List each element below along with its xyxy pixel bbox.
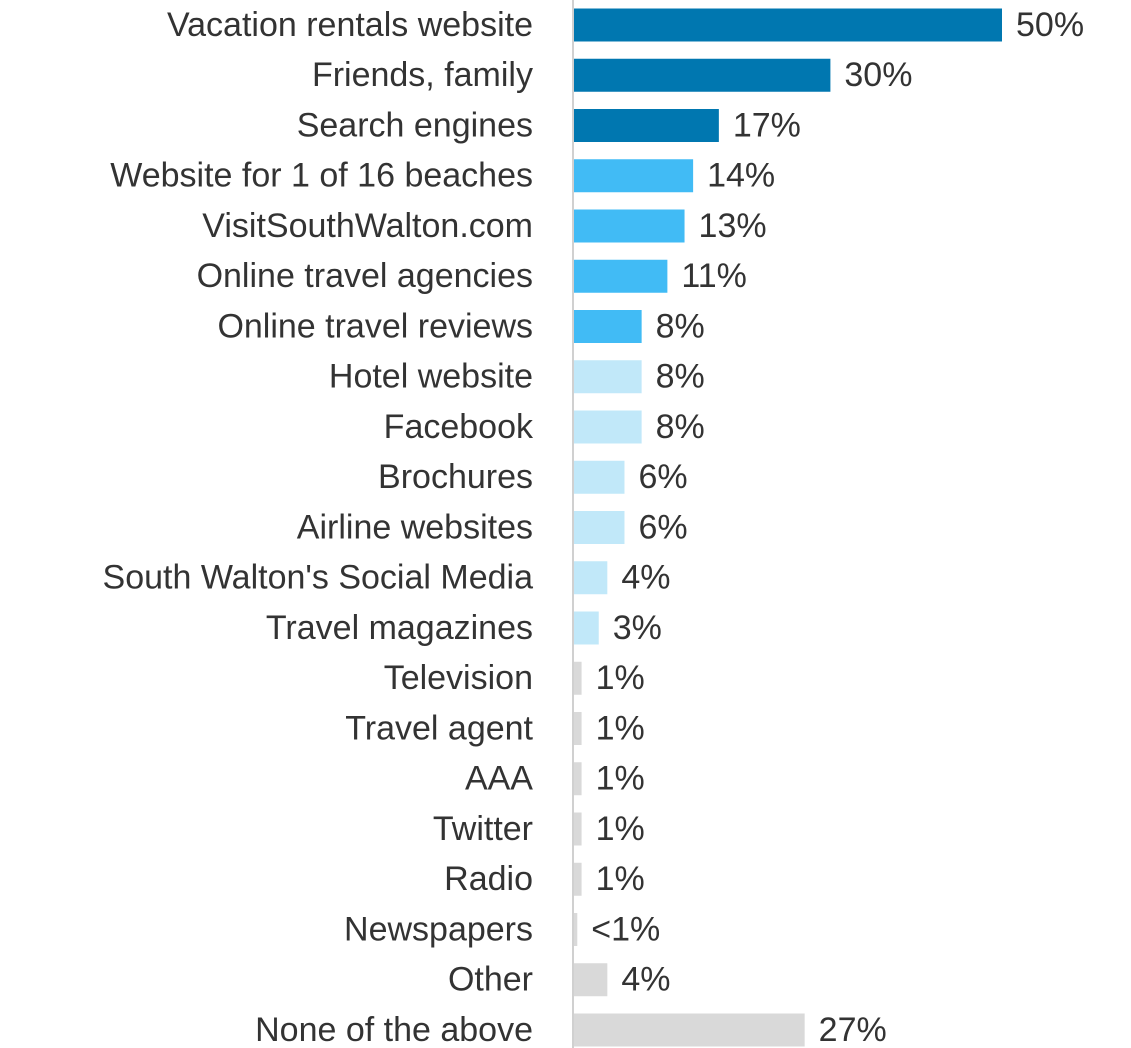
category-label: Search engines <box>297 106 533 144</box>
bar <box>573 310 642 343</box>
value-label: 3% <box>613 609 662 647</box>
bar <box>573 1013 805 1047</box>
value-label: 30% <box>844 56 912 94</box>
bar <box>573 460 625 494</box>
category-label: Online travel reviews <box>217 307 533 345</box>
bar <box>573 762 582 796</box>
bar <box>573 661 582 695</box>
value-label: 8% <box>656 358 705 396</box>
bar <box>573 209 685 243</box>
category-label: Facebook <box>384 408 534 446</box>
value-label: 1% <box>596 709 645 747</box>
bar <box>573 712 582 745</box>
value-label: 8% <box>656 408 705 446</box>
bar <box>573 561 608 595</box>
category-label: Airline websites <box>297 508 533 546</box>
bar <box>573 913 578 946</box>
value-label: 4% <box>621 961 670 999</box>
value-label: 1% <box>596 810 645 848</box>
bar <box>573 511 625 544</box>
value-label: 6% <box>638 458 687 496</box>
bar <box>573 109 719 142</box>
bar <box>573 58 831 92</box>
category-label: Website for 1 of 16 beaches <box>110 157 533 195</box>
category-label: Radio <box>444 860 533 898</box>
category-label: Online travel agencies <box>197 257 533 295</box>
category-label: Travel magazines <box>266 609 533 647</box>
bar <box>573 360 642 394</box>
category-label: Travel agent <box>345 709 533 747</box>
value-label: 17% <box>733 106 801 144</box>
category-label: Vacation rentals website <box>167 6 533 44</box>
category-label: VisitSouthWalton.com <box>202 207 533 245</box>
bar <box>573 259 668 293</box>
value-label: 4% <box>621 559 670 597</box>
category-label: Hotel website <box>329 358 533 396</box>
category-label: Brochures <box>378 458 533 496</box>
value-label: 6% <box>638 508 687 546</box>
value-label: 1% <box>596 760 645 798</box>
category-label: Newspapers <box>344 910 533 948</box>
value-label: 8% <box>656 307 705 345</box>
value-label: 27% <box>819 1011 887 1048</box>
category-label: South Walton's Social Media <box>103 559 534 597</box>
value-label: 13% <box>699 207 767 245</box>
value-label: 11% <box>681 257 747 295</box>
category-label: Twitter <box>433 810 533 848</box>
bar <box>573 410 642 444</box>
category-label: AAA <box>465 760 533 798</box>
bar <box>573 8 1002 42</box>
category-label: Television <box>384 659 533 697</box>
bar <box>573 159 694 193</box>
category-label: None of the above <box>255 1011 533 1048</box>
value-label: 1% <box>596 659 645 697</box>
value-label: <1% <box>591 910 660 948</box>
category-label: Friends, family <box>312 56 533 94</box>
category-label: Other <box>448 961 533 999</box>
bar <box>573 862 582 896</box>
value-label: 14% <box>707 157 775 195</box>
bar <box>573 963 608 997</box>
value-label: 50% <box>1016 6 1084 44</box>
value-label: 1% <box>596 860 645 898</box>
bar <box>573 812 582 846</box>
bar <box>573 611 599 645</box>
